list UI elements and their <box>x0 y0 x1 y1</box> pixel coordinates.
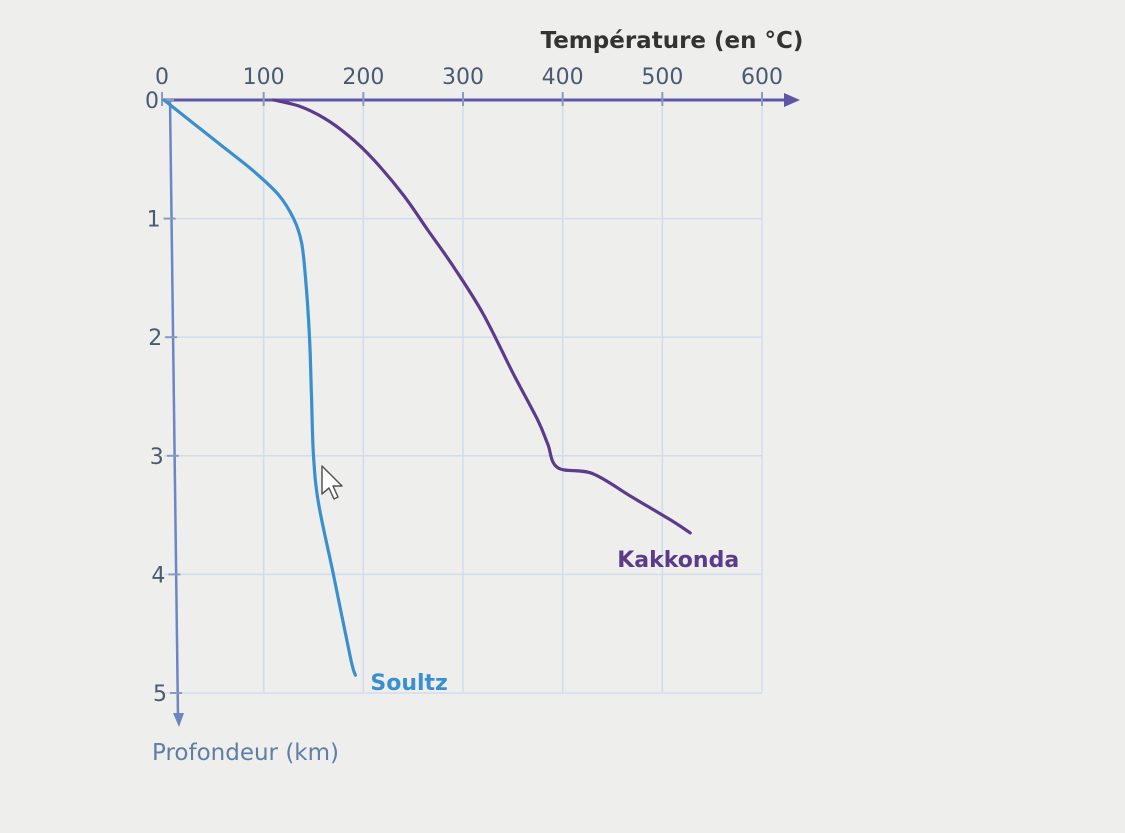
series-layer: Soultz Kakkonda <box>162 98 739 696</box>
axes <box>164 93 800 727</box>
y-axis-title: Profondeur (km) <box>152 740 339 766</box>
x-tick-label: 300 <box>442 65 484 90</box>
mouse-cursor-icon <box>321 465 343 500</box>
y-axis-arrow <box>173 713 184 727</box>
y-tick-label: 0 <box>145 89 159 114</box>
grid-lines <box>164 100 763 694</box>
series-line-soultz <box>162 98 357 677</box>
y-tick-label: 5 <box>153 682 167 707</box>
x-tick-label: 100 <box>243 65 285 90</box>
series-label-kakkonda: Kakkonda <box>617 548 739 573</box>
series-label-soultz: Soultz <box>370 671 447 696</box>
x-axis-title: Température (en °C) <box>541 28 804 54</box>
series-line-kakkonda <box>272 98 692 535</box>
y-tick-label: 4 <box>151 563 165 588</box>
x-tick-label: 400 <box>542 65 584 90</box>
x-tick-label: 600 <box>741 65 783 90</box>
y-tick-label: 1 <box>147 208 161 233</box>
x-tick-label: 0 <box>155 65 169 90</box>
y-axis-line <box>168 99 180 718</box>
x-axis-arrow <box>784 93 800 107</box>
y-tick-label: 3 <box>150 445 164 470</box>
x-tick-label: 200 <box>342 65 384 90</box>
y-tick-label: 2 <box>148 326 162 351</box>
x-tick-label: 500 <box>641 65 683 90</box>
